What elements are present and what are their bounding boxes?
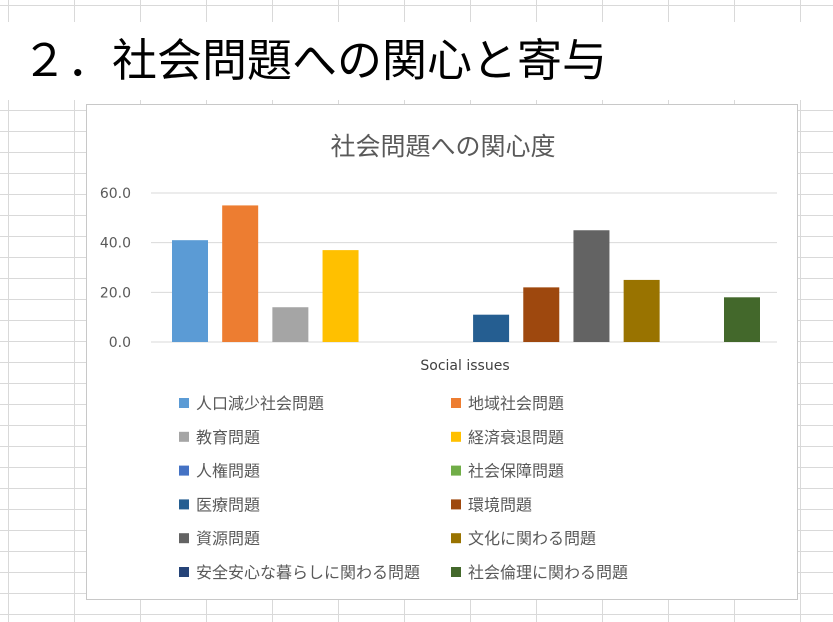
bar[interactable] [623,279,660,342]
legend-label: 経済衰退問題 [468,428,564,447]
legend-swatch [451,465,461,476]
bar-chart: 社会問題への関心度 0.020.040.060.0 Social issues … [100,132,777,582]
legend-label: 環境問題 [468,495,532,514]
legend-swatch [179,398,189,408]
legend-swatch [179,499,189,510]
legend-swatch [451,567,461,577]
legend-label: 社会保障問題 [468,462,564,481]
bar[interactable] [272,307,309,342]
legend-swatch [451,398,461,408]
bars [172,205,760,342]
legend-label: 文化に関わる問題 [468,529,596,548]
page-title: ２．社会問題への関心と寄与 [0,22,833,100]
legend-swatch [179,533,189,544]
y-axis-ticks: 0.0 20.0 40.0 60.0 [100,186,131,351]
legend-label: 社会倫理に関わる問題 [468,563,628,582]
legend-swatch [451,431,461,442]
legend-swatch [451,499,461,510]
y-tick-label: 0.0 [109,335,131,351]
y-tick-label: 40.0 [100,236,131,252]
bar[interactable] [172,240,208,342]
x-axis-label: Social issues [420,358,509,374]
legend-swatch [179,431,189,442]
bar[interactable] [573,230,610,342]
bar[interactable] [724,297,760,342]
legend-label: 医療問題 [196,495,260,514]
bar[interactable] [322,250,359,342]
legend-swatch [179,465,189,476]
chart-title: 社会問題への関心度 [330,132,555,161]
legend-label: 教育問題 [196,428,260,447]
bar[interactable] [222,205,259,342]
y-tick-label: 20.0 [100,285,131,301]
y-tick-label: 60.0 [100,186,131,202]
legend-label: 人口減少社会問題 [196,394,324,413]
legend-swatch [451,533,461,544]
bar[interactable] [523,287,560,342]
legend-label: 地域社会問題 [468,394,564,413]
legend-label: 人権問題 [196,462,260,481]
chart-area[interactable]: 社会問題への関心度 0.0 20.0 40.0 60.0 Social issues … [86,104,798,600]
legend-label: 安全安心な暮らしに関わる問題 [196,563,420,582]
bar[interactable] [473,314,510,342]
legend-label: 資源問題 [196,529,260,548]
legend-swatch [179,567,189,577]
